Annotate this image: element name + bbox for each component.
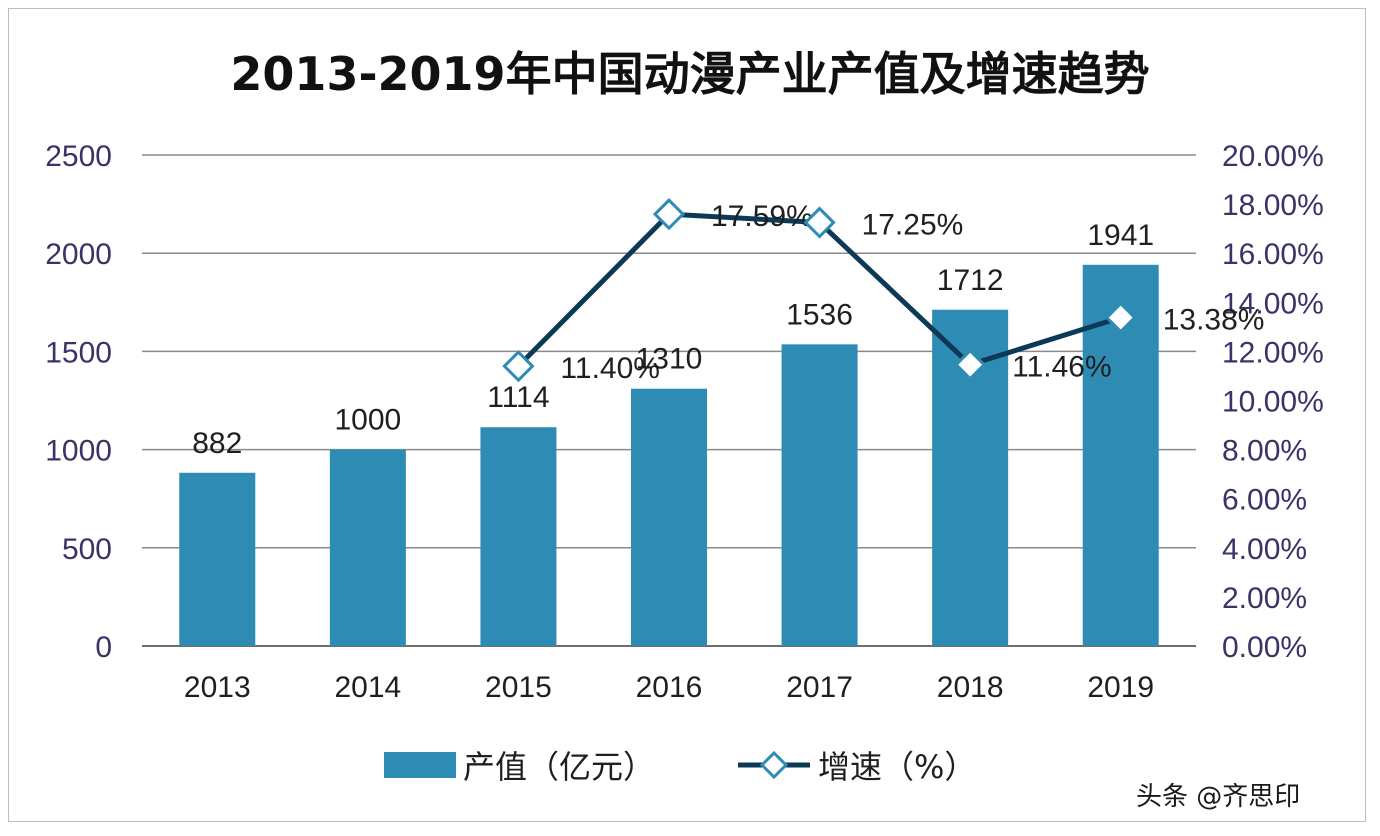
legend-line-label: 增速（%） bbox=[818, 748, 976, 786]
growth-data-label: 13.38% bbox=[1163, 304, 1265, 337]
right-axis-tick-label: 14.00% bbox=[1222, 287, 1324, 320]
left-axis-tick-label: 500 bbox=[62, 533, 112, 566]
left-axis-tick-label: 2500 bbox=[45, 140, 112, 173]
right-axis-tick-label: 6.00% bbox=[1222, 484, 1307, 517]
right-axis-tick-label: 10.00% bbox=[1222, 386, 1324, 419]
growth-data-label: 11.46% bbox=[1012, 351, 1112, 384]
bar bbox=[781, 344, 858, 646]
x-axis-tick-label: 2014 bbox=[334, 671, 401, 704]
left-axis-tick-label: 1500 bbox=[45, 336, 112, 369]
right-axis-tick-label: 12.00% bbox=[1222, 336, 1324, 369]
growth-marker bbox=[803, 206, 836, 239]
bar bbox=[179, 472, 256, 646]
bar-data-label: 882 bbox=[192, 427, 242, 460]
bar-data-label: 1000 bbox=[334, 404, 401, 437]
right-axis-tick-label: 2.00% bbox=[1222, 582, 1307, 615]
bar-data-label: 1114 bbox=[487, 381, 549, 414]
x-axis-tick-label: 2017 bbox=[786, 671, 853, 704]
legend-line-marker bbox=[759, 750, 789, 780]
growth-marker bbox=[502, 350, 535, 383]
watermark: 头条 @齐思印 bbox=[1136, 782, 1301, 812]
right-axis-tick-label: 20.00% bbox=[1222, 140, 1324, 173]
right-axis-tick-label: 0.00% bbox=[1222, 631, 1307, 664]
bar-data-label: 1310 bbox=[636, 343, 703, 376]
chart-title: 2013-2019年中国动漫产业产值及增速趋势 bbox=[230, 47, 1149, 101]
x-axis-tick-label: 2015 bbox=[485, 671, 552, 704]
growth-marker bbox=[954, 348, 987, 381]
bar-data-label: 1712 bbox=[937, 264, 1004, 297]
chart-frame bbox=[8, 8, 1366, 822]
bar-data-label: 1941 bbox=[1087, 219, 1154, 252]
right-axis-tick-label: 18.00% bbox=[1222, 189, 1324, 222]
bar bbox=[631, 388, 707, 646]
growth-marker bbox=[652, 198, 686, 231]
x-axis-tick-label: 2013 bbox=[184, 671, 251, 704]
right-axis-tick-label: 16.00% bbox=[1222, 238, 1324, 271]
growth-data-label: 17.59% bbox=[711, 200, 813, 233]
x-axis-tick-label: 2018 bbox=[937, 671, 1004, 704]
bar bbox=[480, 427, 557, 646]
bar bbox=[329, 449, 406, 646]
growth-marker bbox=[1104, 301, 1137, 334]
right-axis-tick-label: 8.00% bbox=[1222, 435, 1307, 468]
growth-data-label: 11.40% bbox=[560, 352, 660, 385]
right-axis-tick-label: 4.00% bbox=[1222, 533, 1307, 566]
bar-data-label: 1536 bbox=[786, 298, 853, 331]
x-axis-tick-label: 2019 bbox=[1087, 671, 1154, 704]
left-axis-tick-label: 1000 bbox=[45, 435, 112, 468]
left-axis-tick-label: 2000 bbox=[45, 238, 112, 271]
legend-bar-swatch bbox=[384, 752, 456, 778]
legend-bar-label: 产值（亿元） bbox=[463, 748, 655, 786]
x-axis-tick-label: 2016 bbox=[636, 671, 703, 704]
growth-data-label: 17.25% bbox=[862, 209, 964, 242]
left-axis-tick-label: 0 bbox=[95, 631, 112, 664]
